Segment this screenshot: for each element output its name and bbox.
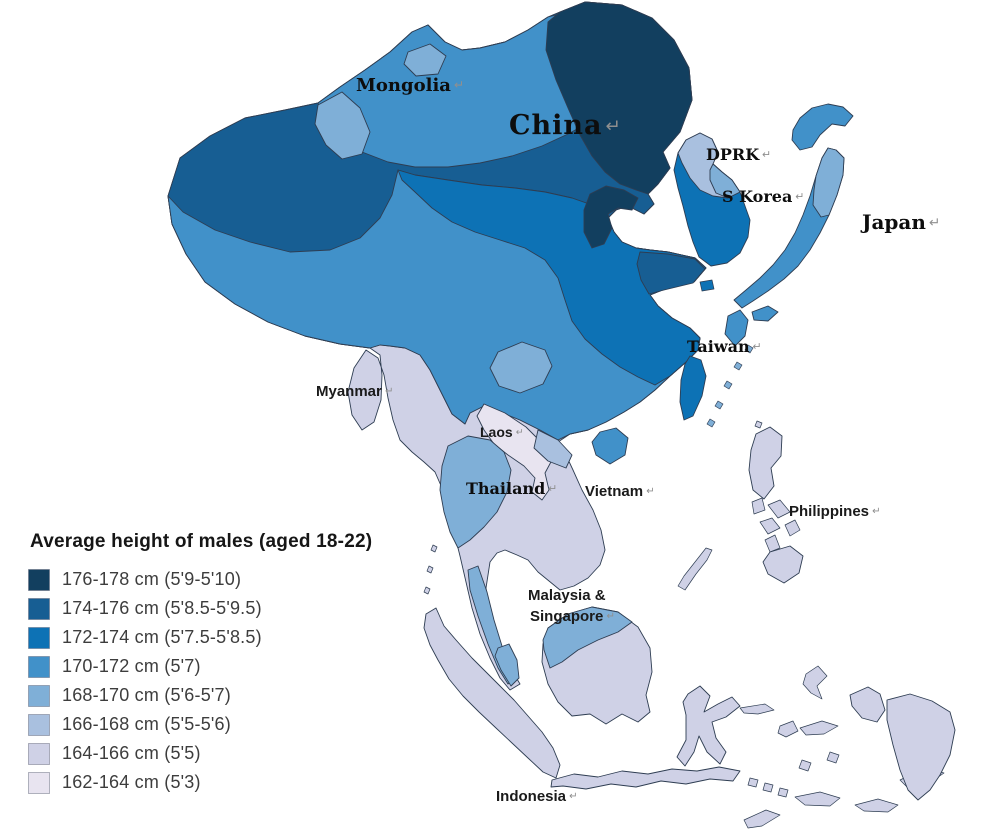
legend-row: 170-172 cm (5'7) bbox=[28, 652, 372, 681]
region-sarawak bbox=[542, 606, 633, 669]
return-mark-icon: ↵ bbox=[605, 116, 622, 137]
label-thailand: Thailand ↵ bbox=[466, 479, 558, 498]
label-s-korea: S Korea ↵ bbox=[722, 187, 805, 206]
legend-row: 162-164 cm (5'3) bbox=[28, 768, 372, 797]
region-guizhou bbox=[489, 341, 553, 394]
region-hokkaido bbox=[791, 103, 854, 151]
legend-row: 164-166 cm (5'5) bbox=[28, 739, 372, 768]
legend-label: 164-166 cm (5'5) bbox=[62, 743, 201, 763]
return-mark-icon: ↵ bbox=[762, 148, 772, 161]
return-mark-icon: ↵ bbox=[795, 190, 805, 203]
region-java bbox=[550, 766, 741, 790]
region-palawan bbox=[677, 547, 713, 591]
legend: Average height of males (aged 18-22) 176… bbox=[28, 531, 372, 797]
region-shikoku bbox=[751, 305, 779, 322]
region-sulawesi bbox=[676, 685, 741, 767]
region-shandong bbox=[636, 251, 706, 295]
legend-swatch-174-176 bbox=[28, 597, 50, 620]
legend-swatch-166-168 bbox=[28, 713, 50, 736]
region-seram-buru bbox=[739, 703, 840, 772]
region-halmahera bbox=[802, 665, 828, 700]
legend-label: 166-168 cm (5'5-5'6) bbox=[62, 714, 231, 734]
legend-row: 172-174 cm (5'7.5-5'8.5) bbox=[28, 623, 372, 652]
return-mark-icon: ↵ bbox=[646, 486, 655, 497]
label-singapore: Singapore ↵ bbox=[530, 608, 615, 625]
legend-label: 176-178 cm (5'9-5'10) bbox=[62, 569, 242, 589]
return-mark-icon: ↵ bbox=[569, 791, 578, 802]
region-taiwan bbox=[679, 355, 707, 421]
legend-label: 174-176 cm (5'8.5-5'9.5) bbox=[62, 598, 262, 618]
return-mark-icon: ↵ bbox=[453, 78, 465, 92]
legend-row: 168-170 cm (5'6-5'7) bbox=[28, 681, 372, 710]
region-batanes bbox=[754, 420, 763, 429]
legend-swatch-162-164 bbox=[28, 771, 50, 794]
legend-swatch-168-170 bbox=[28, 684, 50, 707]
label-dprk: DPRK ↵ bbox=[706, 145, 772, 164]
region-sumatra bbox=[423, 607, 561, 779]
region-ryukyu-islands bbox=[706, 344, 754, 428]
region-north-korea-east bbox=[709, 163, 741, 199]
label-indonesia: Indonesia ↵ bbox=[496, 788, 578, 805]
legend-row: 166-168 cm (5'5-5'6) bbox=[28, 710, 372, 739]
legend-row: 176-178 cm (5'9-5'10) bbox=[28, 565, 372, 594]
legend-title: Average height of males (aged 18-22) bbox=[30, 531, 373, 552]
legend-row: 174-176 cm (5'8.5-5'9.5) bbox=[28, 594, 372, 623]
region-malaysia-tip bbox=[494, 643, 520, 687]
return-mark-icon: ↵ bbox=[606, 611, 615, 622]
label-laos: Laos ↵ bbox=[480, 424, 524, 440]
label-vietnam: Vietnam ↵ bbox=[585, 483, 655, 500]
label-mongolia: Mongolia ↵ bbox=[356, 75, 465, 96]
legend-label: 168-170 cm (5'6-5'7) bbox=[62, 685, 231, 705]
region-birds-head bbox=[849, 686, 886, 723]
legend-swatch-170-172 bbox=[28, 655, 50, 678]
legend-swatch-172-174 bbox=[28, 626, 50, 649]
region-mindanao bbox=[762, 545, 804, 584]
label-myanmar: Myanmar ↵ bbox=[316, 383, 394, 400]
label-malaysia: Malaysia & bbox=[528, 587, 606, 604]
return-mark-icon: ↵ bbox=[928, 215, 941, 231]
return-mark-icon: ↵ bbox=[515, 427, 524, 438]
legend-swatch-164-166 bbox=[28, 742, 50, 765]
region-laos bbox=[476, 403, 553, 501]
region-jeju bbox=[699, 279, 715, 292]
label-china: China ↵ bbox=[509, 110, 622, 141]
region-andaman-islands bbox=[423, 544, 438, 595]
region-new-guinea bbox=[886, 693, 956, 801]
region-hebei bbox=[583, 185, 639, 249]
region-north-mongolia-patch bbox=[403, 43, 447, 77]
region-manchuria bbox=[545, 1, 693, 195]
region-visayas bbox=[759, 499, 801, 553]
region-north-vietnam bbox=[533, 429, 573, 469]
return-mark-icon: ↵ bbox=[548, 482, 558, 495]
region-thailand-core bbox=[439, 435, 512, 549]
label-taiwan: Taiwan ↵ bbox=[687, 337, 762, 356]
region-tohoku bbox=[812, 147, 845, 218]
return-mark-icon: ↵ bbox=[384, 386, 394, 397]
return-mark-icon: ↵ bbox=[872, 506, 881, 517]
legend-label: 172-174 cm (5'7.5-5'8.5) bbox=[62, 627, 262, 647]
legend-label: 162-164 cm (5'3) bbox=[62, 772, 201, 792]
legend-swatch-176-178 bbox=[28, 568, 50, 591]
label-japan: Japan ↵ bbox=[862, 210, 941, 234]
return-mark-icon: ↵ bbox=[752, 340, 762, 353]
region-kyushu bbox=[724, 309, 749, 347]
region-bali-lombok bbox=[747, 777, 789, 798]
label-philippines: Philippines ↵ bbox=[789, 503, 881, 520]
region-hainan bbox=[591, 427, 629, 465]
region-west-mongolia bbox=[314, 91, 371, 160]
legend-label: 170-172 cm (5'7) bbox=[62, 656, 201, 676]
region-mindoro bbox=[751, 497, 766, 515]
region-luzon bbox=[748, 426, 783, 500]
